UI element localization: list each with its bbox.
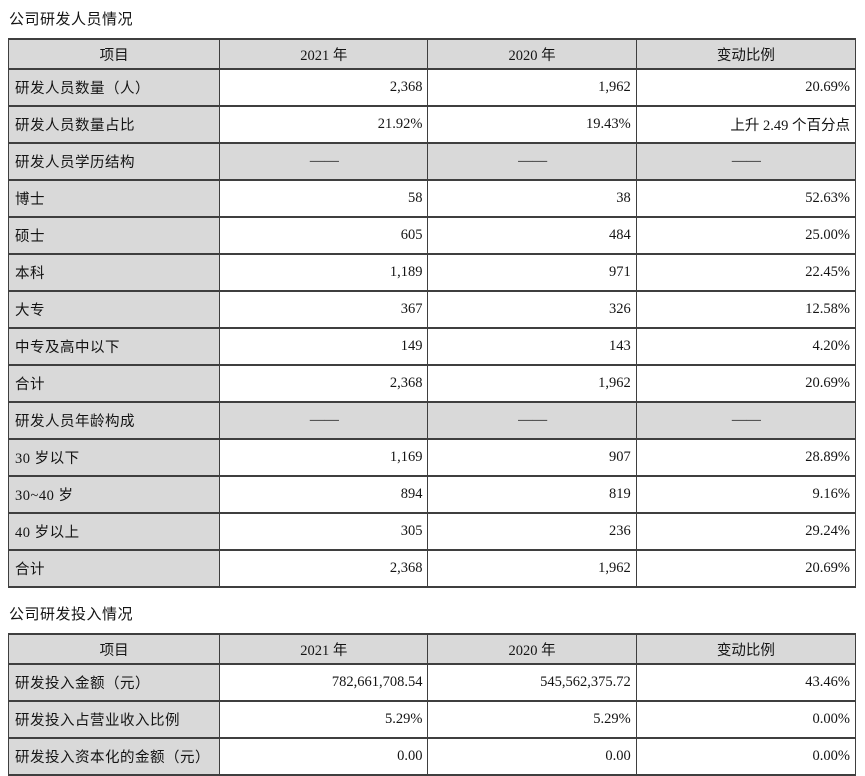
column-header-1: 2021 年 xyxy=(219,38,429,70)
row-label-cell: 合计 xyxy=(7,364,221,403)
change-ratio-cell: 43.46% xyxy=(635,663,857,702)
column-header-2: 2020 年 xyxy=(427,633,637,665)
change-ratio-cell: 25.00% xyxy=(635,216,857,255)
value-2021-cell: 782,661,708.54 xyxy=(219,663,429,702)
change-ratio-cell: 20.69% xyxy=(635,364,857,403)
row-label-cell: 本科 xyxy=(7,253,221,292)
rd-personnel-table: 项目 2021 年 2020 年变动比例 研发人员数量（人） 2,368 1,962 20… xyxy=(7,38,857,588)
change-ratio-cell: 9.16% xyxy=(635,475,857,514)
section-divider-row: 研发人员年龄构成 —— —— —— xyxy=(7,401,857,440)
rd-personnel-section-title: 公司研发人员情况 xyxy=(9,12,134,28)
column-header-0: 项目 xyxy=(7,38,221,70)
column-header-1: 2021 年 xyxy=(219,633,429,665)
table-row: 研发人员数量（人） 2,368 1,962 20.69% xyxy=(7,68,857,107)
table-row: 40 岁以上 305 236 29.24% xyxy=(7,512,857,551)
value-2020-cell: 236 xyxy=(427,512,637,551)
value-2021-cell: 0.00 xyxy=(219,737,429,776)
row-label-cell: 合计 xyxy=(7,549,221,588)
row-label-cell: 硕士 xyxy=(7,216,221,255)
table-header-row: 项目 2021 年 2020 年变动比例 xyxy=(7,633,857,665)
change-ratio-cell: 52.63% xyxy=(635,179,857,218)
change-ratio-cell: 4.20% xyxy=(635,327,857,366)
value-2020-cell: 484 xyxy=(427,216,637,255)
value-2021-cell: 367 xyxy=(219,290,429,329)
table-row: 本科 1,189 971 22.45% xyxy=(7,253,857,292)
value-2021-cell: 2,368 xyxy=(219,549,429,588)
value-2021-cell: —— xyxy=(219,401,429,440)
row-label-cell: 30 岁以下 xyxy=(7,438,221,477)
table-row: 研发投入金额（元） 782,661,708.54 545,562,375.72 43.… xyxy=(7,663,857,702)
value-2021-cell: 2,368 xyxy=(219,68,429,107)
value-2020-cell: 819 xyxy=(427,475,637,514)
row-label-cell: 研发人员数量（人） xyxy=(7,68,221,107)
value-2020-cell: 0.00 xyxy=(427,737,637,776)
rd-investment-table: 项目 2021 年 2020 年变动比例 研发投入金额（元） 782,661,708.… xyxy=(7,633,857,776)
row-label-cell: 研发人员学历结构 xyxy=(7,142,221,181)
row-label-cell: 研发人员数量占比 xyxy=(7,105,221,144)
table-row: 研发人员数量占比 21.92% 19.43% 上升 2.49 个百分点 xyxy=(7,105,857,144)
value-2021-cell: 21.92% xyxy=(219,105,429,144)
value-2021-cell: 149 xyxy=(219,327,429,366)
value-2020-cell: 143 xyxy=(427,327,637,366)
change-ratio-cell: 29.24% xyxy=(635,512,857,551)
row-label-cell: 研发人员年龄构成 xyxy=(7,401,221,440)
column-header-2: 2020 年 xyxy=(427,38,637,70)
value-2021-cell: 605 xyxy=(219,216,429,255)
value-2020-cell: 1,962 xyxy=(427,549,637,588)
change-ratio-cell: —— xyxy=(635,142,857,181)
rd-investment-section-title: 公司研发投入情况 xyxy=(9,607,134,623)
table-row: 硕士 605 484 25.00% xyxy=(7,216,857,255)
value-2020-cell: 326 xyxy=(427,290,637,329)
change-ratio-cell: 28.89% xyxy=(635,438,857,477)
column-header-3: 变动比例 xyxy=(635,38,857,70)
value-2021-cell: 894 xyxy=(219,475,429,514)
column-header-0: 项目 xyxy=(7,633,221,665)
row-label-cell: 30~40 岁 xyxy=(7,475,221,514)
value-2021-cell: 305 xyxy=(219,512,429,551)
value-2020-cell: 5.29% xyxy=(427,700,637,739)
value-2020-cell: 1,962 xyxy=(427,68,637,107)
table-row: 合计 2,368 1,962 20.69% xyxy=(7,364,857,403)
row-label-cell: 研发投入金额（元） xyxy=(7,663,221,702)
value-2020-cell: 1,962 xyxy=(427,364,637,403)
section-divider-row: 研发人员学历结构 —— —— —— xyxy=(7,142,857,181)
change-ratio-cell: 20.69% xyxy=(635,68,857,107)
value-2020-cell: 545,562,375.72 xyxy=(427,663,637,702)
value-2020-cell: 38 xyxy=(427,179,637,218)
row-label-cell: 40 岁以上 xyxy=(7,512,221,551)
value-2020-cell: 907 xyxy=(427,438,637,477)
value-2021-cell: 58 xyxy=(219,179,429,218)
value-2021-cell: 1,169 xyxy=(219,438,429,477)
value-2020-cell: 19.43% xyxy=(427,105,637,144)
table-row: 中专及高中以下 149 143 4.20% xyxy=(7,327,857,366)
change-ratio-cell: 12.58% xyxy=(635,290,857,329)
change-ratio-cell: 22.45% xyxy=(635,253,857,292)
change-ratio-cell: 0.00% xyxy=(635,737,857,776)
table-row: 30 岁以下 1,169 907 28.89% xyxy=(7,438,857,477)
row-label-cell: 中专及高中以下 xyxy=(7,327,221,366)
table-row: 合计 2,368 1,962 20.69% xyxy=(7,549,857,588)
value-2021-cell: 2,368 xyxy=(219,364,429,403)
row-label-cell: 研发投入资本化的金额（元） xyxy=(7,737,221,776)
value-2021-cell: 1,189 xyxy=(219,253,429,292)
table-row: 研发投入占营业收入比例 5.29% 5.29% 0.00% xyxy=(7,700,857,739)
row-label-cell: 博士 xyxy=(7,179,221,218)
value-2020-cell: —— xyxy=(427,142,637,181)
row-label-cell: 研发投入占营业收入比例 xyxy=(7,700,221,739)
table-header-row: 项目 2021 年 2020 年变动比例 xyxy=(7,38,857,70)
column-header-3: 变动比例 xyxy=(635,633,857,665)
change-ratio-cell: —— xyxy=(635,401,857,440)
value-2020-cell: 971 xyxy=(427,253,637,292)
change-ratio-cell: 20.69% xyxy=(635,549,857,588)
value-2021-cell: —— xyxy=(219,142,429,181)
change-ratio-cell: 上升 2.49 个百分点 xyxy=(635,105,857,144)
table-row: 大专 367 326 12.58% xyxy=(7,290,857,329)
table-row: 30~40 岁 894 819 9.16% xyxy=(7,475,857,514)
value-2021-cell: 5.29% xyxy=(219,700,429,739)
row-label-cell: 大专 xyxy=(7,290,221,329)
table-row: 研发投入资本化的金额（元） 0.00 0.00 0.00% xyxy=(7,737,857,776)
change-ratio-cell: 0.00% xyxy=(635,700,857,739)
value-2020-cell: —— xyxy=(427,401,637,440)
table-row: 博士 58 38 52.63% xyxy=(7,179,857,218)
